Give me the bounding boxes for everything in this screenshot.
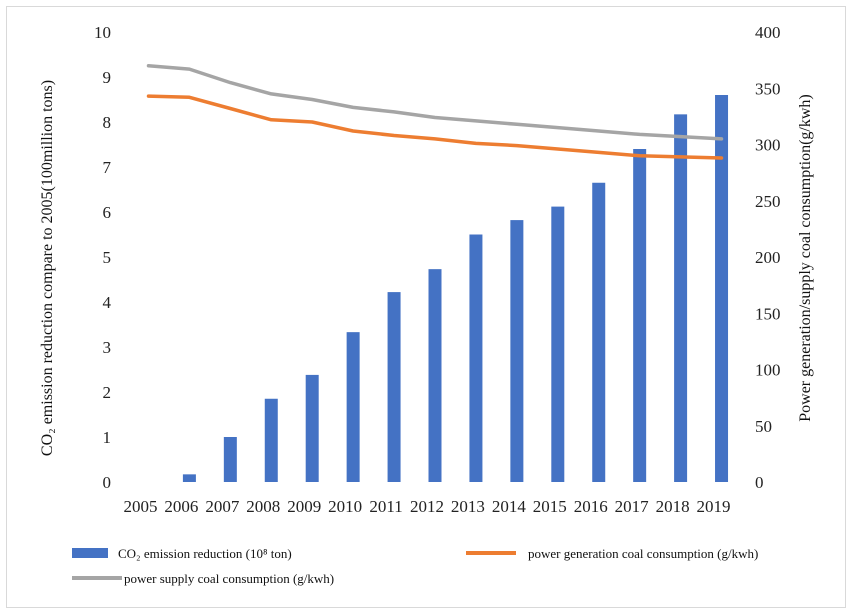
y2-tick-label: 400 [755, 23, 781, 42]
y2-tick-label: 350 [755, 79, 781, 98]
legend-label: power generation coal consumption (g/kwh… [528, 546, 758, 561]
bar-co2-reduction [346, 332, 360, 482]
y2-tick-label: 50 [755, 417, 772, 436]
y-tick-label: 6 [103, 203, 112, 222]
legend-label: CO₂ emission reduction (10⁸ ton) [118, 546, 292, 561]
bar-co2-reduction [264, 398, 278, 482]
y-tick-label: 0 [103, 473, 112, 492]
chart-frame [6, 6, 846, 608]
bar-co2-reduction [428, 269, 442, 482]
x-tick-label: 2005 [123, 497, 157, 516]
y-tick-label: 8 [103, 113, 112, 132]
legend-swatch-bar [72, 548, 108, 558]
bar-co2-reduction [715, 95, 729, 482]
x-tick-label: 2009 [287, 497, 321, 516]
y-tick-label: 2 [103, 383, 112, 402]
bar-co2-reduction [633, 149, 647, 482]
x-tick-label: 2013 [451, 497, 485, 516]
y-tick-label: 1 [103, 428, 112, 447]
bar-co2-reduction [182, 474, 196, 482]
x-tick-label: 2011 [369, 497, 402, 516]
bar-co2-reduction [592, 182, 606, 482]
legend-label: power supply coal consumption (g/kwh) [124, 571, 334, 586]
x-tick-label: 2010 [328, 497, 362, 516]
x-tick-label: 2018 [656, 497, 690, 516]
x-tick-label: 2006 [164, 497, 198, 516]
bar-co2-reduction [305, 374, 319, 482]
y2-tick-label: 100 [755, 361, 781, 380]
y-tick-label: 10 [94, 23, 111, 42]
x-tick-label: 2014 [492, 497, 527, 516]
y2-tick-label: 250 [755, 192, 781, 211]
x-tick-label: 2012 [410, 497, 444, 516]
x-tick-label: 2016 [574, 497, 608, 516]
x-tick-label: 2008 [246, 497, 280, 516]
bar-co2-reduction [551, 206, 565, 482]
y-axis-title: CO₂ emission reduction compare to 2005(1… [39, 80, 56, 456]
line-supply-coal [146, 64, 724, 141]
bar-co2-reduction [674, 114, 688, 482]
bar-co2-reduction [223, 437, 237, 482]
y2-tick-label: 0 [755, 473, 764, 492]
y2-tick-label: 300 [755, 136, 781, 155]
y2-tick-label: 200 [755, 248, 781, 267]
x-tick-label: 2019 [697, 497, 731, 516]
y-tick-label: 9 [103, 68, 112, 87]
bar-co2-reduction [469, 234, 483, 482]
bar-co2-reduction [510, 220, 524, 482]
x-tick-label: 2017 [615, 497, 650, 516]
y2-axis-title: Power generation/supply coal consumption… [797, 94, 814, 422]
line-generation-coal [146, 94, 724, 160]
y-tick-label: 3 [103, 338, 112, 357]
y2-tick-label: 150 [755, 304, 781, 323]
y-tick-label: 5 [103, 248, 112, 267]
y-tick-label: 7 [103, 158, 112, 177]
x-tick-label: 2015 [533, 497, 567, 516]
x-tick-label: 2007 [205, 497, 240, 516]
bar-co2-reduction [387, 292, 401, 482]
y-tick-label: 4 [103, 293, 112, 312]
